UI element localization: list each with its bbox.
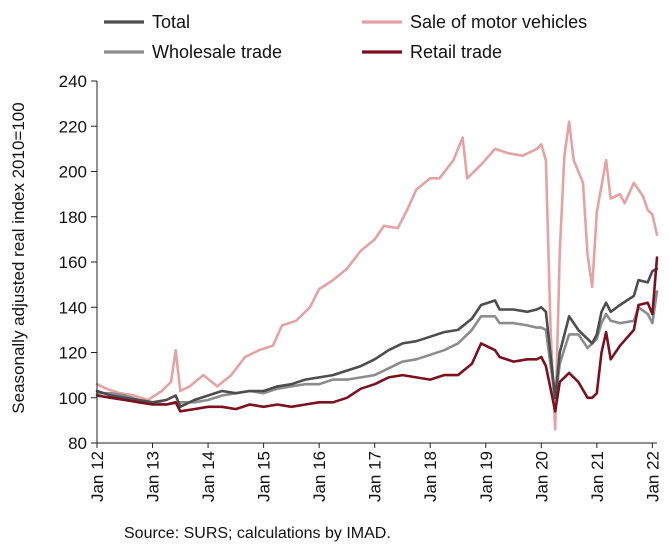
- y-axis: 80 100 120 140 160 180 200 220 240: [59, 72, 97, 453]
- y-tick-label: 200: [59, 163, 87, 182]
- y-tick-label: 100: [59, 389, 87, 408]
- x-tick-label: Jan 17: [366, 451, 385, 502]
- x-tick-label: Jan 15: [255, 451, 274, 502]
- x-tick-label: Jan 16: [310, 451, 329, 502]
- x-tick-label: Jan 22: [643, 451, 662, 502]
- legend-label-retail-trade: Retail trade: [410, 42, 502, 62]
- y-tick-label: 220: [59, 117, 87, 136]
- x-tick-label: Jan 13: [144, 451, 163, 502]
- plot-area: [95, 120, 659, 431]
- y-tick-label: 80: [68, 434, 87, 453]
- series-line-sale-of-motor-vehicles: [95, 120, 659, 431]
- x-tick-label: Jan 14: [199, 451, 218, 502]
- y-tick-label: 160: [59, 253, 87, 272]
- legend: Total Sale of motor vehicles Wholesale tra…: [104, 12, 587, 62]
- x-tick-label: Jan 18: [421, 451, 440, 502]
- x-tick-label: Jan 19: [477, 451, 496, 502]
- series-line-total: [95, 267, 659, 409]
- legend-label-wholesale-trade: Wholesale trade: [152, 42, 282, 62]
- x-tick-label: Jan 21: [588, 451, 607, 502]
- y-tick-label: 240: [59, 72, 87, 91]
- legend-label-sale-of-motor-vehicles: Sale of motor vehicles: [410, 12, 587, 32]
- source-note: Source: SURS; calculations by IMAD.: [124, 525, 391, 542]
- x-tick-label: Jan 12: [88, 451, 107, 502]
- legend-label-total: Total: [152, 12, 190, 32]
- x-tick-label: Jan 20: [532, 451, 551, 502]
- y-tick-label: 120: [59, 344, 87, 363]
- y-tick-label: 140: [59, 298, 87, 317]
- x-axis: Jan 12 Jan 13 Jan 14 Jan 15 Jan 16 Jan 17 Jan …: [88, 443, 662, 502]
- y-axis-title: Seasonally adjusted real index 2010=100: [9, 102, 28, 413]
- series-line-wholesale-trade: [95, 290, 659, 406]
- series-line-retail-trade: [95, 256, 659, 413]
- y-tick-label: 180: [59, 208, 87, 227]
